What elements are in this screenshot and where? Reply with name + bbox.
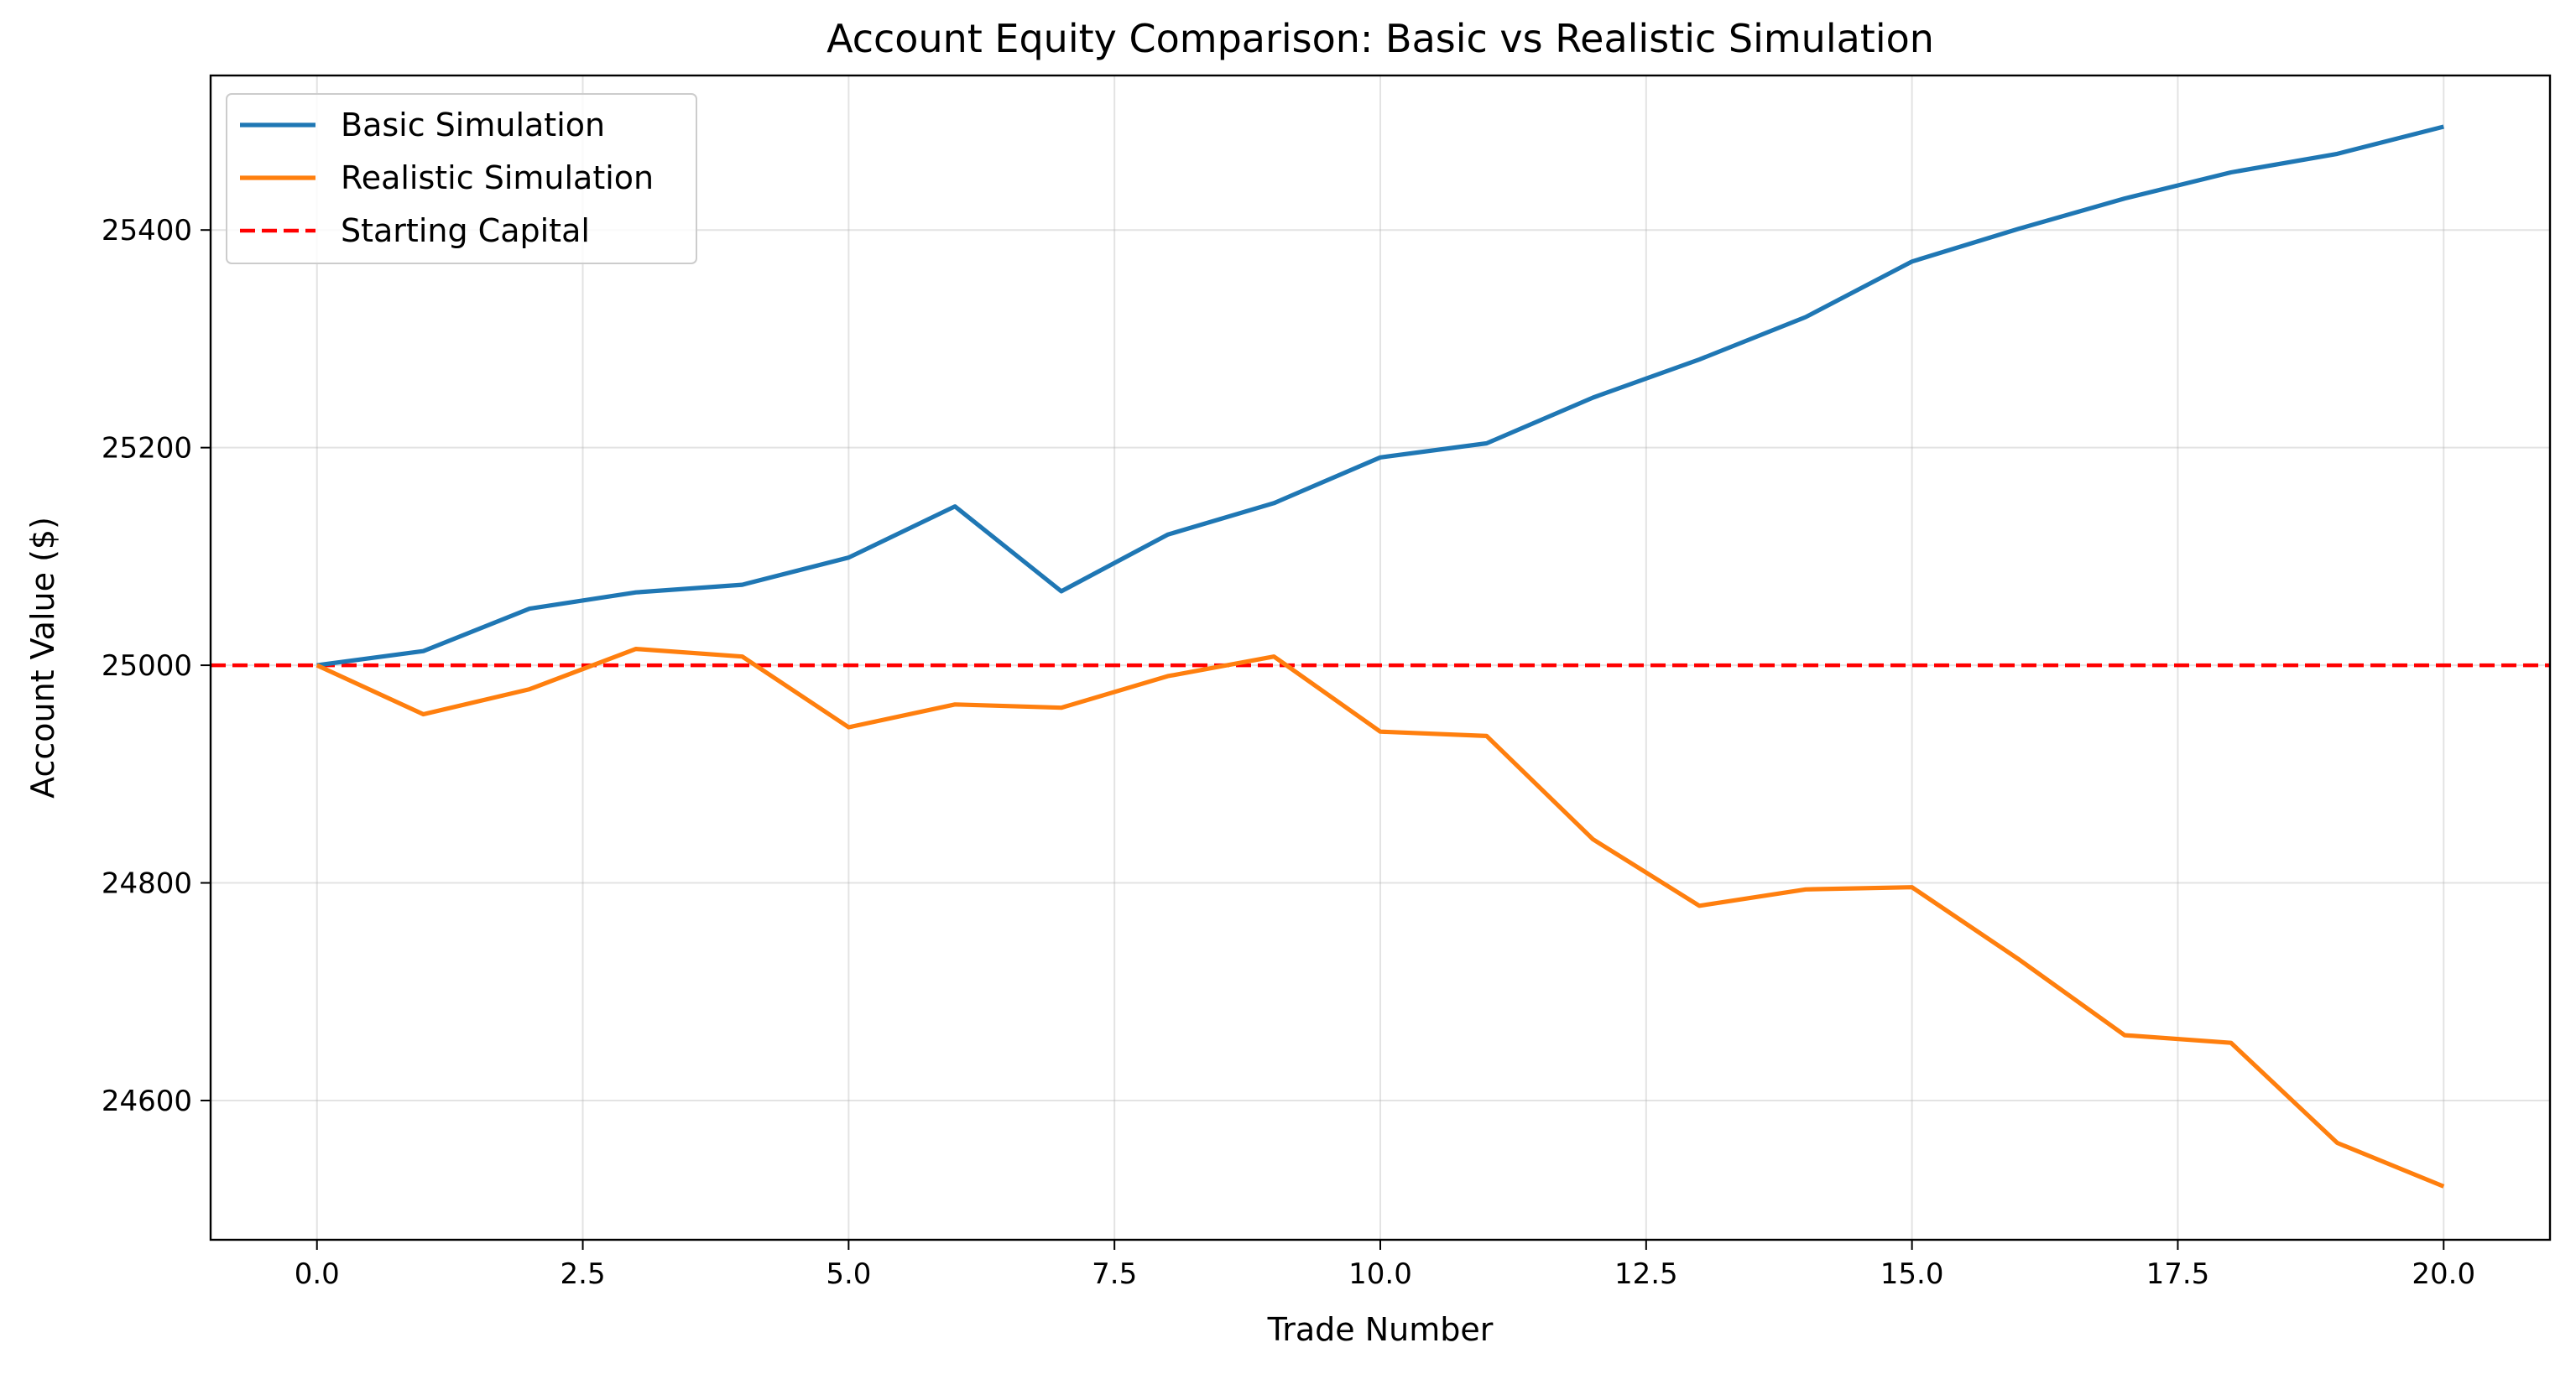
y-tick-label: 25000: [102, 649, 192, 683]
y-axis-label: Account Value ($): [24, 517, 61, 799]
x-tick-label: 10.0: [1348, 1257, 1412, 1291]
legend-label: Starting Capital: [341, 212, 590, 249]
x-tick-label: 15.0: [1880, 1257, 1944, 1291]
legend-label: Basic Simulation: [341, 107, 605, 143]
y-axis: 24600 24800 25000 25200 25400: [102, 214, 211, 1118]
grid: [211, 75, 2550, 1240]
x-tick-label: 7.5: [1092, 1257, 1137, 1291]
y-tick-label: 24600: [102, 1085, 192, 1118]
x-axis-label: Trade Number: [1267, 1311, 1494, 1348]
x-axis: 0.0 2.5 5.0 7.5 10.0 12.5 15.0 17.5 20.0: [295, 1240, 2475, 1291]
series-line-basic: [316, 124, 2444, 668]
y-tick-label: 25200: [102, 432, 192, 466]
series-line-realistic: [315, 646, 2445, 1189]
series-lines: [315, 124, 2445, 1189]
x-tick-label: 12.5: [1614, 1257, 1678, 1291]
legend-box: [226, 93, 697, 264]
x-tick-label: 20.0: [2412, 1257, 2475, 1291]
x-tick-label: 0.0: [295, 1257, 340, 1291]
y-tick-label: 25400: [102, 214, 192, 247]
x-tick-label: 17.5: [2146, 1257, 2210, 1291]
x-tick-label: 5.0: [826, 1257, 871, 1291]
chart-title: Account Equity Comparison: Basic vs Real…: [827, 16, 1934, 61]
legend-label: Realistic Simulation: [341, 159, 654, 196]
y-tick-label: 24800: [102, 867, 192, 901]
legend: Basic Simulation Realistic Simulation Star…: [226, 93, 697, 264]
x-tick-label: 2.5: [561, 1257, 606, 1291]
